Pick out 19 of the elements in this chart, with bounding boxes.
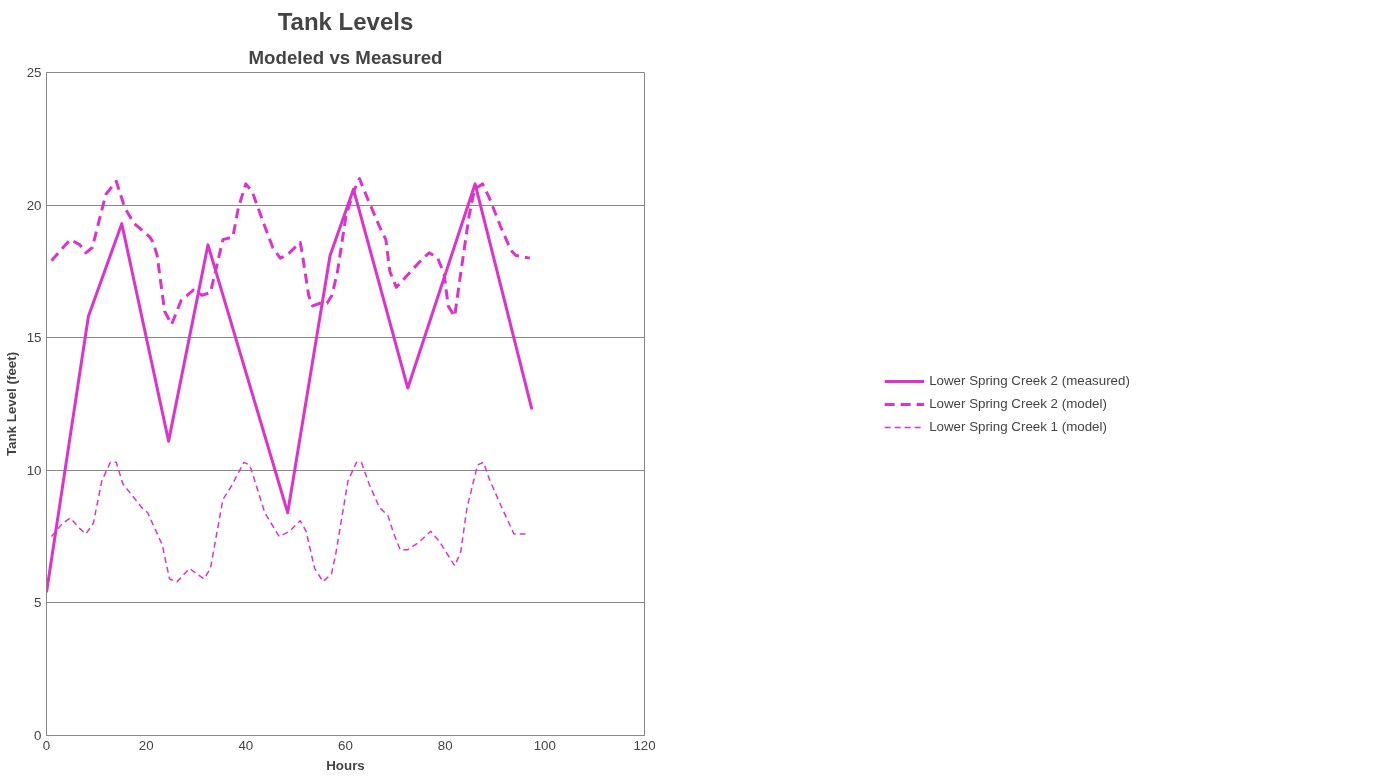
x-tick-label: 40: [238, 737, 254, 753]
chart-subtitle: Modeled vs Measured: [248, 46, 443, 68]
x-tick-label: 120: [633, 737, 656, 753]
legend-label: Lower Spring Creek 1 (model): [929, 419, 1107, 434]
legend-label: Lower Spring Creek 2 (measured): [929, 373, 1130, 388]
y-tick-label: 20: [26, 197, 42, 213]
x-tick-label: 60: [338, 737, 353, 753]
chart-title: Tank Levels: [277, 7, 414, 35]
line-series: [50, 461, 527, 583]
x-tick-label: 100: [533, 737, 556, 753]
x-tick-label: 80: [437, 737, 453, 753]
legend-label: Lower Spring Creek 2 (model): [929, 396, 1107, 411]
y-tick-label: 25: [26, 65, 42, 80]
y-tick-label: 10: [26, 462, 42, 478]
x-tick-label: 20: [138, 737, 154, 753]
y-tick-label: 5: [34, 595, 42, 611]
y-axis-title: Tank Level (feet): [3, 351, 19, 457]
x-axis-title: Hours: [326, 757, 365, 773]
y-tick-label: 15: [26, 330, 42, 346]
